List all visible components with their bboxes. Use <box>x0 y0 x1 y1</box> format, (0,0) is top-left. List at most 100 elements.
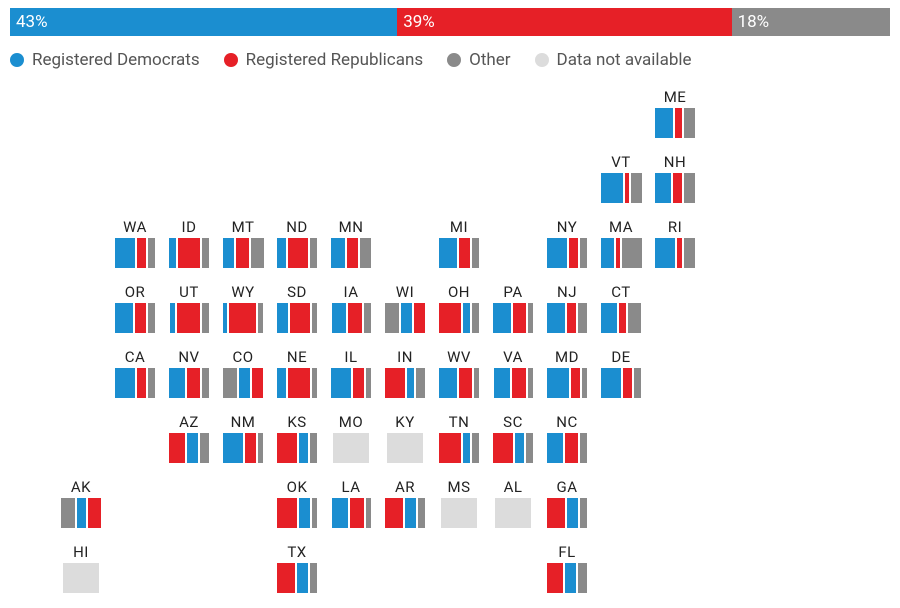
bar-rep <box>616 238 620 268</box>
bar-other <box>310 433 317 463</box>
bar-dem <box>332 498 348 528</box>
bar-dem <box>115 238 135 268</box>
state-pa: PA <box>488 283 538 333</box>
bar-dem <box>601 368 621 398</box>
bar-rep <box>385 368 405 398</box>
bar-other <box>684 108 695 138</box>
legend-swatch <box>224 53 238 67</box>
state-mt: MT <box>218 218 268 268</box>
summary-segment: 39% <box>397 8 731 36</box>
legend-swatch <box>10 53 24 67</box>
bar-dem <box>547 433 563 463</box>
state-ut: UT <box>164 283 214 333</box>
bar-other <box>223 368 237 398</box>
bar-rep <box>439 303 461 333</box>
bar-dem <box>567 498 578 528</box>
legend-item: Registered Democrats <box>10 50 200 70</box>
state-abbr: SD <box>272 283 322 301</box>
bar-rep <box>493 433 513 463</box>
bar-other <box>634 368 641 398</box>
state-abbr: KS <box>272 413 322 431</box>
bar-other <box>258 303 263 333</box>
bar-rep <box>288 368 310 398</box>
state-de: DE <box>596 348 646 398</box>
state-abbr: CT <box>596 283 646 301</box>
state-abbr: KY <box>380 413 430 431</box>
state-bars <box>164 238 214 268</box>
bar-dem <box>655 238 675 268</box>
bar-other <box>528 303 533 333</box>
state-sd: SD <box>272 283 322 333</box>
bar-rep <box>459 238 470 268</box>
state-bars <box>218 238 268 268</box>
state-bars <box>218 433 268 463</box>
bar-dem <box>547 238 567 268</box>
state-wi: WI <box>380 283 430 333</box>
state-fl: FL <box>542 543 592 593</box>
state-co: CO <box>218 348 268 398</box>
state-bars <box>596 238 646 268</box>
bar-dem <box>407 368 414 398</box>
state-ma: MA <box>596 218 646 268</box>
state-mo: MO <box>326 413 376 463</box>
bar-other <box>364 303 371 333</box>
bar-other <box>416 368 425 398</box>
legend: Registered DemocratsRegistered Republica… <box>10 50 890 70</box>
bar-rep <box>569 238 578 268</box>
state-abbr: IN <box>380 348 430 366</box>
state-bars <box>650 173 700 203</box>
state-abbr: AZ <box>164 413 214 431</box>
bar-rep <box>277 498 297 528</box>
legend-label: Registered Democrats <box>32 50 200 70</box>
state-bars <box>542 563 592 593</box>
state-abbr: OR <box>110 283 160 301</box>
bar-rep <box>623 368 632 398</box>
bar-rep <box>348 303 362 333</box>
state-abbr: DE <box>596 348 646 366</box>
state-nd: ND <box>272 218 322 268</box>
bar-other <box>310 238 317 268</box>
bar-rep <box>288 238 308 268</box>
state-abbr: NE <box>272 348 322 366</box>
bar-dem <box>299 498 310 528</box>
bar-dem <box>601 303 617 333</box>
bar-other <box>526 433 533 463</box>
state-abbr: MN <box>326 218 376 236</box>
bar-dem <box>223 303 227 333</box>
state-bars <box>56 498 106 528</box>
bar-dem <box>187 433 198 463</box>
state-abbr: CA <box>110 348 160 366</box>
state-abbr: IL <box>326 348 376 366</box>
state-bars <box>164 368 214 398</box>
state-bars <box>488 368 538 398</box>
bar-dem <box>115 368 135 398</box>
bar-other <box>578 303 587 333</box>
bar-dem <box>277 303 288 333</box>
bar-dem <box>239 368 250 398</box>
bar-dem <box>170 303 175 333</box>
bar-dem <box>332 303 346 333</box>
state-abbr: MD <box>542 348 592 366</box>
state-abbr: RI <box>650 218 700 236</box>
state-abbr: MS <box>434 478 484 496</box>
bar-other <box>472 238 479 268</box>
state-abbr: TX <box>272 543 322 561</box>
state-abbr: MA <box>596 218 646 236</box>
state-abbr: NM <box>218 413 268 431</box>
state-ri: RI <box>650 218 700 268</box>
summary-segment: 18% <box>732 8 890 36</box>
bar-dem <box>515 433 524 463</box>
state-ak: AK <box>56 478 106 528</box>
bar-other <box>582 368 587 398</box>
bar-rep <box>459 368 472 398</box>
na-block <box>387 433 423 463</box>
state-bars <box>326 368 376 398</box>
bar-dem <box>223 433 243 463</box>
state-bars <box>434 238 484 268</box>
bar-dem <box>299 433 308 463</box>
state-bars <box>326 498 376 528</box>
bar-rep <box>88 498 101 528</box>
bar-rep <box>385 498 403 528</box>
state-vt: VT <box>596 153 646 203</box>
bar-rep <box>673 173 682 203</box>
